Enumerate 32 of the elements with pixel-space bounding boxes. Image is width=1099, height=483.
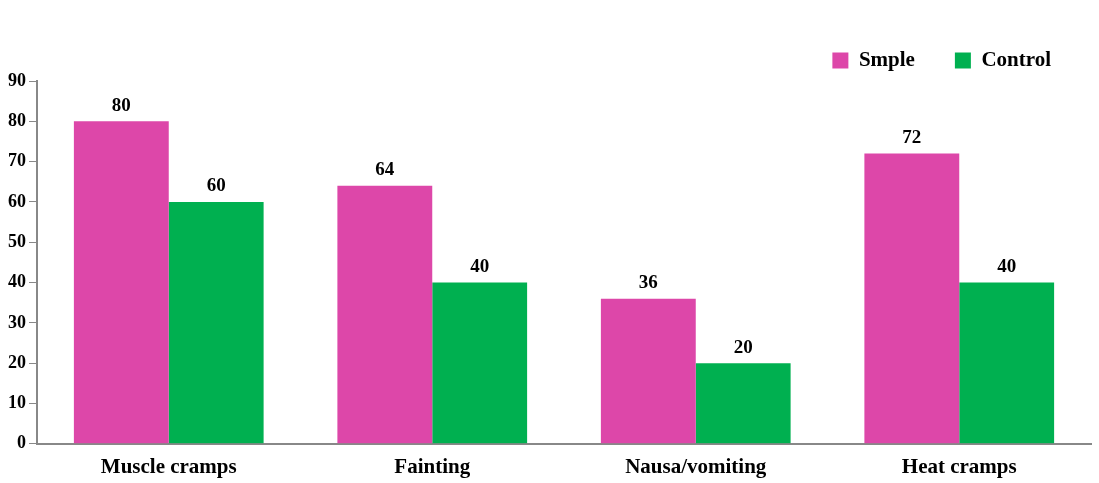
y-tick-label: 40 bbox=[8, 271, 26, 292]
y-tick-label: 70 bbox=[8, 150, 26, 171]
data-label: 40 bbox=[470, 254, 490, 276]
data-label: 60 bbox=[206, 174, 226, 196]
x-tick-label: Fainting bbox=[394, 453, 471, 478]
bar bbox=[168, 201, 264, 444]
data-label: 64 bbox=[375, 158, 395, 180]
y-tick-label: 80 bbox=[8, 109, 26, 130]
y-tick-label: 30 bbox=[8, 311, 26, 332]
bar bbox=[959, 282, 1055, 444]
y-tick-label: 0 bbox=[17, 432, 26, 453]
y-tick-label: 20 bbox=[8, 351, 26, 372]
bar bbox=[600, 298, 696, 444]
data-label: 36 bbox=[638, 271, 658, 293]
y-tick-label: 60 bbox=[8, 190, 26, 211]
x-tick-label: Heat cramps bbox=[901, 453, 1017, 478]
bar bbox=[864, 153, 960, 444]
x-tick-label: Nausa/vomiting bbox=[625, 453, 767, 478]
legend-label: Control bbox=[981, 46, 1052, 71]
bar bbox=[73, 121, 169, 444]
y-tick-label: 10 bbox=[8, 392, 26, 413]
bar bbox=[432, 282, 528, 444]
data-label: 40 bbox=[997, 254, 1017, 276]
bar bbox=[695, 363, 791, 444]
data-label: 80 bbox=[111, 93, 131, 115]
legend-label: Smple bbox=[858, 46, 915, 71]
bar bbox=[337, 185, 433, 444]
y-tick-label: 50 bbox=[8, 230, 26, 251]
data-label: 72 bbox=[902, 125, 922, 147]
x-tick-label: Muscle cramps bbox=[100, 453, 237, 478]
data-label: 20 bbox=[733, 335, 753, 357]
y-tick-label: 90 bbox=[8, 69, 26, 90]
